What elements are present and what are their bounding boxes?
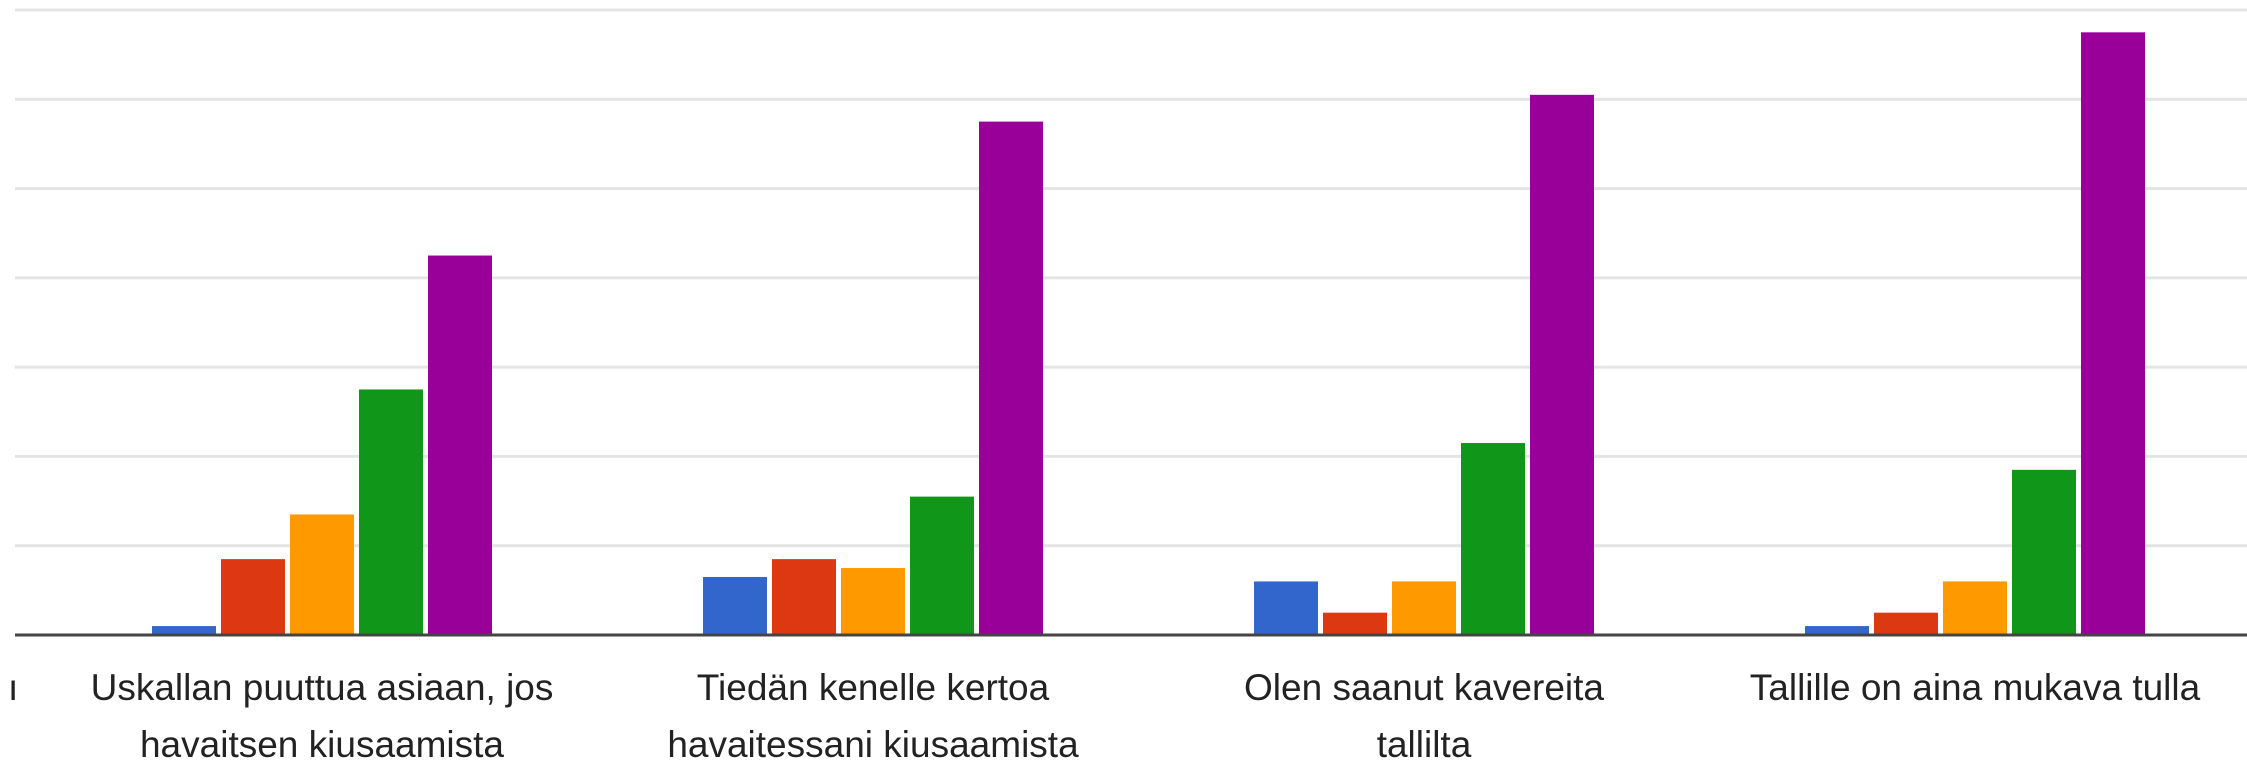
- cut-off-tick-label: ı: [8, 667, 18, 708]
- category-label-3-line-1: Olen saanut kavereita: [1244, 667, 1604, 708]
- bar-group2-series3: [841, 568, 905, 635]
- bar-group3-series5: [1530, 94, 1594, 636]
- bar-group3-series3: [1392, 581, 1456, 635]
- bar-group4-series5: [2081, 32, 2145, 636]
- category-label-3-line-2: tallilta: [1377, 724, 1472, 763]
- bar-group4-series1: [1805, 626, 1869, 635]
- bar-group2-series1: [703, 576, 767, 635]
- category-label-2-line-2: havaitessani kiusaamista: [667, 724, 1079, 763]
- bar-group4-series4: [2012, 469, 2076, 635]
- bar-group1-series2: [221, 559, 285, 635]
- category-label-2-line-1: Tiedän kenelle kertoa: [697, 667, 1050, 708]
- gridlines: [15, 8, 2247, 548]
- bars: [152, 32, 2145, 636]
- category-label-4-line-1: Tallille on aina mukava tulla: [1750, 667, 2201, 708]
- bar-group1-series3: [290, 514, 354, 635]
- bar-group4-series3: [1943, 581, 2007, 635]
- category-label-1-line-1: Uskallan puuttua asiaan, jos: [91, 667, 554, 708]
- bar-group4-series2: [1874, 612, 1938, 635]
- bar-group2-series4: [910, 496, 974, 635]
- bar-group1-series1: [152, 626, 216, 635]
- bar-group3-series1: [1254, 581, 1318, 635]
- category-labels: Uskallan puuttua asiaan, jos havaitsen ki…: [91, 667, 2201, 763]
- bar-group2-series5: [979, 121, 1043, 636]
- bar-group2-series2: [772, 559, 836, 635]
- category-label-1-line-2: havaitsen kiusaamista: [140, 724, 504, 763]
- bar-group3-series2: [1323, 612, 1387, 635]
- bar-group1-series4: [359, 389, 423, 635]
- bar-group3-series4: [1461, 443, 1525, 635]
- bar-group1-series5: [428, 255, 492, 636]
